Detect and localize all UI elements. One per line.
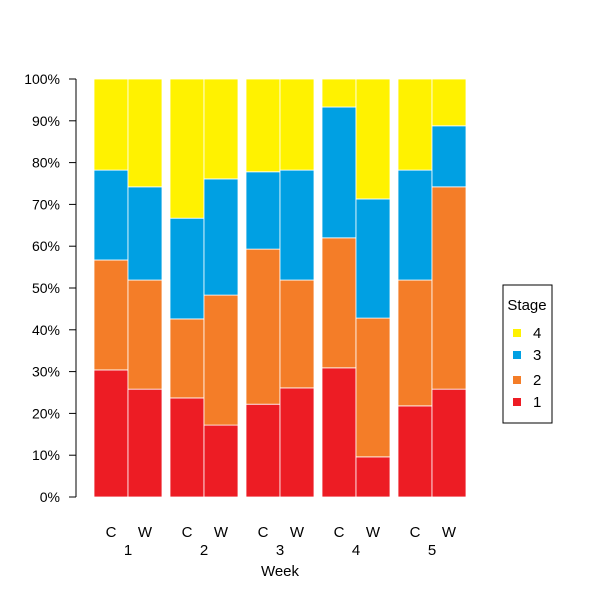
x-group-label: 5 bbox=[428, 542, 436, 559]
bar-segment-week3-C-stage4 bbox=[245, 78, 281, 173]
legend-swatch-stage4 bbox=[513, 329, 521, 337]
bar-segment-week2-C-stage3 bbox=[169, 217, 205, 320]
x-tick-label: C bbox=[258, 524, 269, 541]
y-tick-label: 60% bbox=[32, 238, 60, 254]
legend-label: 3 bbox=[533, 347, 541, 364]
bar-segment-week4-W-stage2 bbox=[355, 317, 391, 458]
legend-label: 4 bbox=[533, 325, 541, 342]
x-group-label: 4 bbox=[352, 542, 360, 559]
bars bbox=[93, 78, 467, 498]
y-tick-label: 70% bbox=[32, 196, 60, 212]
legend-title: Stage bbox=[507, 297, 546, 314]
legend: Stage 4 3 2 1 bbox=[502, 284, 553, 424]
legend-swatch-stage3 bbox=[513, 351, 521, 359]
bar-segment-week2-W-stage3 bbox=[203, 178, 239, 296]
x-axis-title: Week bbox=[261, 563, 300, 580]
x-tick-label: C bbox=[106, 524, 117, 541]
x-tick-label: W bbox=[366, 524, 381, 541]
y-tick-label: 100% bbox=[24, 71, 60, 87]
x-axis: C W C W C W C W C W1 2 3 4 5 bbox=[106, 524, 457, 559]
bar-segment-week5-C-stage3 bbox=[397, 169, 433, 281]
y-tick-label: 40% bbox=[32, 322, 60, 338]
x-tick-label: W bbox=[214, 524, 229, 541]
legend-label: 1 bbox=[533, 394, 541, 411]
bar-segment-week5-C-stage1 bbox=[397, 405, 433, 498]
x-tick-label: C bbox=[334, 524, 345, 541]
x-tick-label: W bbox=[442, 524, 457, 541]
x-tick-label: C bbox=[182, 524, 193, 541]
legend-swatch-stage1 bbox=[513, 398, 521, 406]
x-group-label: 2 bbox=[200, 542, 208, 559]
bar-segment-week5-W-stage3 bbox=[431, 125, 467, 188]
bar-segment-week3-C-stage2 bbox=[245, 248, 281, 405]
bar-segment-week1-W-stage4 bbox=[127, 78, 163, 188]
y-axis: 0% 10% 20% 30% 40% 50% 60% 70% 80% 90% 100% bbox=[24, 71, 77, 505]
bar-segment-week1-C-stage3 bbox=[93, 169, 129, 261]
legend-swatch-stage2 bbox=[513, 376, 521, 384]
bar-segment-week4-C-stage3 bbox=[321, 106, 357, 239]
y-tick-label: 30% bbox=[32, 364, 60, 380]
bar-segment-week3-C-stage1 bbox=[245, 403, 281, 498]
y-tick-label: 80% bbox=[32, 155, 60, 171]
bar-segment-week2-C-stage4 bbox=[169, 78, 205, 219]
bar-segment-week5-W-stage4 bbox=[431, 78, 467, 127]
bar-segment-week2-W-stage4 bbox=[203, 78, 239, 180]
bar-segment-week1-W-stage3 bbox=[127, 186, 163, 281]
y-tick-label: 90% bbox=[32, 113, 60, 129]
bar-segment-week3-W-stage2 bbox=[279, 279, 315, 389]
bar-segment-week5-C-stage2 bbox=[397, 279, 433, 407]
bar-segment-week1-C-stage2 bbox=[93, 259, 129, 371]
x-tick-label: W bbox=[290, 524, 305, 541]
x-tick-label: W bbox=[138, 524, 153, 541]
y-tick-label: 20% bbox=[32, 405, 60, 421]
y-tick-label: 10% bbox=[32, 447, 60, 463]
bar-segment-week4-C-stage1 bbox=[321, 367, 357, 498]
x-group-label: 1 bbox=[124, 542, 132, 559]
bar-segment-week5-W-stage2 bbox=[431, 186, 467, 390]
x-tick-label: C bbox=[410, 524, 421, 541]
bar-segment-week2-W-stage1 bbox=[203, 424, 239, 498]
legend-box bbox=[502, 284, 553, 424]
bar-segment-week4-W-stage4 bbox=[355, 78, 391, 200]
bar-segment-week2-C-stage1 bbox=[169, 397, 205, 498]
y-tick-label: 0% bbox=[40, 489, 60, 505]
bar-segment-week5-C-stage4 bbox=[397, 78, 433, 171]
bar-segment-week1-W-stage2 bbox=[127, 279, 163, 390]
bar-segment-week3-W-stage1 bbox=[279, 387, 315, 498]
bar-segment-week4-C-stage2 bbox=[321, 237, 357, 369]
bar-segment-week4-W-stage3 bbox=[355, 198, 391, 319]
legend-label: 2 bbox=[533, 372, 541, 389]
y-tick-label: 50% bbox=[32, 280, 60, 296]
bar-segment-week1-C-stage1 bbox=[93, 369, 129, 498]
bar-segment-week5-W-stage1 bbox=[431, 388, 467, 498]
bar-segment-week1-W-stage1 bbox=[127, 388, 163, 498]
x-group-label: 3 bbox=[276, 542, 284, 559]
bar-segment-week1-C-stage4 bbox=[93, 78, 129, 171]
bar-segment-week3-W-stage4 bbox=[279, 78, 315, 171]
bar-segment-week4-W-stage1 bbox=[355, 456, 391, 498]
bar-segment-week2-C-stage2 bbox=[169, 318, 205, 399]
bar-segment-week3-W-stage3 bbox=[279, 169, 315, 281]
bar-segment-week3-C-stage3 bbox=[245, 171, 281, 250]
bar-segment-week4-C-stage4 bbox=[321, 78, 357, 108]
bar-segment-week2-W-stage2 bbox=[203, 294, 239, 426]
